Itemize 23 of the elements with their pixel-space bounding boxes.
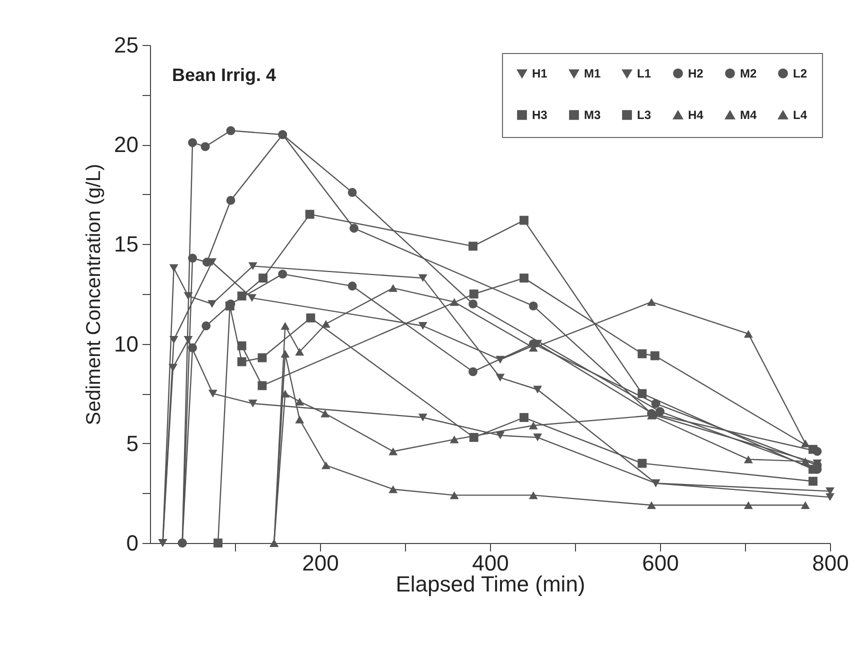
legend-label: M3 bbox=[584, 108, 601, 122]
x-tick-label: 800 bbox=[812, 550, 849, 576]
legend-label: L2 bbox=[793, 66, 808, 80]
y-tick-label: 20 bbox=[114, 132, 138, 158]
legend-label: M4 bbox=[740, 108, 757, 122]
annotation: Bean Irrig. 4 bbox=[172, 65, 276, 85]
legend-label: H1 bbox=[532, 66, 548, 81]
y-tick-label: 25 bbox=[114, 32, 138, 58]
legend-label: H3 bbox=[532, 108, 548, 122]
x-tick-label: 600 bbox=[642, 550, 679, 576]
y-tick-label: 5 bbox=[126, 430, 138, 456]
legend-label: L4 bbox=[793, 108, 808, 122]
legend-label: L1 bbox=[637, 66, 652, 81]
legend-label: H2 bbox=[688, 66, 704, 80]
y-axis-title: Sediment Concentration (g/L) bbox=[83, 164, 106, 426]
y-tick-label: 10 bbox=[114, 331, 138, 356]
y-tick-label: 15 bbox=[114, 232, 138, 257]
legend-label: M2 bbox=[740, 66, 757, 80]
legend-label: M1 bbox=[584, 66, 601, 81]
y-tick-label: 0 bbox=[126, 530, 138, 556]
x-tick-label: 200 bbox=[302, 550, 339, 576]
legend-label: L3 bbox=[637, 108, 652, 122]
legend-label: H4 bbox=[688, 108, 704, 122]
